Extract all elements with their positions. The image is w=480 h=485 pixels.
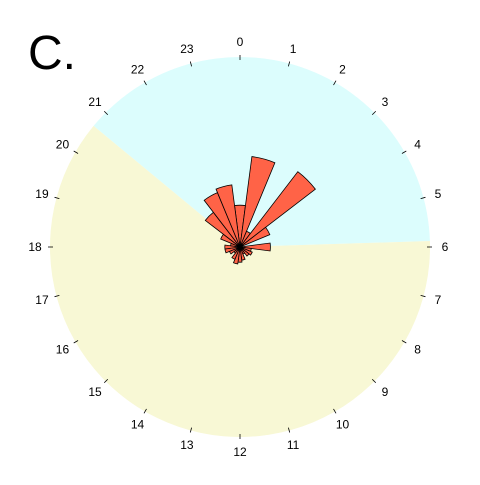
tick-mark-21 <box>103 110 109 116</box>
tick-mark-9 <box>371 378 377 384</box>
tick-mark-10 <box>333 408 337 414</box>
tick-mark-16 <box>73 340 79 344</box>
tick-label-14: 14 <box>131 418 145 432</box>
tick-label-5: 5 <box>435 187 442 201</box>
tick-label-17: 17 <box>35 293 49 307</box>
tick-label-2: 2 <box>339 62 346 76</box>
tick-mark-5 <box>420 196 426 199</box>
tick-label-6: 6 <box>442 240 449 254</box>
tick-label-13: 13 <box>180 438 194 452</box>
tick-mark-4 <box>401 150 407 154</box>
panel-label: C. <box>28 27 76 80</box>
bar-hour-23 <box>215 184 241 248</box>
bar-hour-3 <box>239 171 316 248</box>
tick-label-23: 23 <box>180 42 194 56</box>
tick-label-0: 0 <box>237 35 244 49</box>
tick-mark-3 <box>371 110 377 116</box>
background-sector-1 <box>50 125 431 437</box>
tick-mark-8 <box>401 340 407 344</box>
tick-mark-15 <box>103 378 109 384</box>
bar-hour-4 <box>239 226 271 248</box>
tick-mark-22 <box>143 80 147 86</box>
tick-label-15: 15 <box>88 385 102 399</box>
tick-mark-19 <box>54 196 60 199</box>
tick-label-20: 20 <box>56 138 70 152</box>
tick-label-10: 10 <box>336 418 350 432</box>
tick-marks <box>48 55 432 439</box>
tick-label-4: 4 <box>414 138 421 152</box>
tick-label-1: 1 <box>290 42 297 56</box>
tick-mark-14 <box>143 408 147 414</box>
tick-label-9: 9 <box>382 385 389 399</box>
tick-mark-11 <box>288 427 291 433</box>
tick-label-7: 7 <box>435 293 442 307</box>
tick-label-11: 11 <box>287 438 300 452</box>
tick-mark-13 <box>189 427 192 433</box>
bar-hour-6 <box>239 242 271 252</box>
bar-hour-9 <box>239 246 250 257</box>
background-sector-0 <box>93 56 430 248</box>
tick-label-3: 3 <box>382 95 389 109</box>
tick-label-22: 22 <box>131 62 145 76</box>
bar-hour-18 <box>224 244 241 250</box>
background-sectors <box>50 56 431 437</box>
tick-mark-1 <box>288 61 291 67</box>
tick-label-12: 12 <box>233 445 247 459</box>
tick-label-8: 8 <box>414 343 421 357</box>
bars-layer <box>203 156 316 265</box>
tick-label-16: 16 <box>56 343 70 357</box>
tick-label-18: 18 <box>28 240 42 254</box>
tick-mark-7 <box>420 295 426 298</box>
bar-hour-1 <box>239 156 276 248</box>
tick-label-21: 21 <box>88 95 102 109</box>
tick-mark-2 <box>333 80 337 86</box>
tick-mark-17 <box>54 295 60 298</box>
tick-mark-20 <box>73 150 79 154</box>
tick-mark-23 <box>189 61 192 67</box>
tick-label-19: 19 <box>35 187 49 201</box>
